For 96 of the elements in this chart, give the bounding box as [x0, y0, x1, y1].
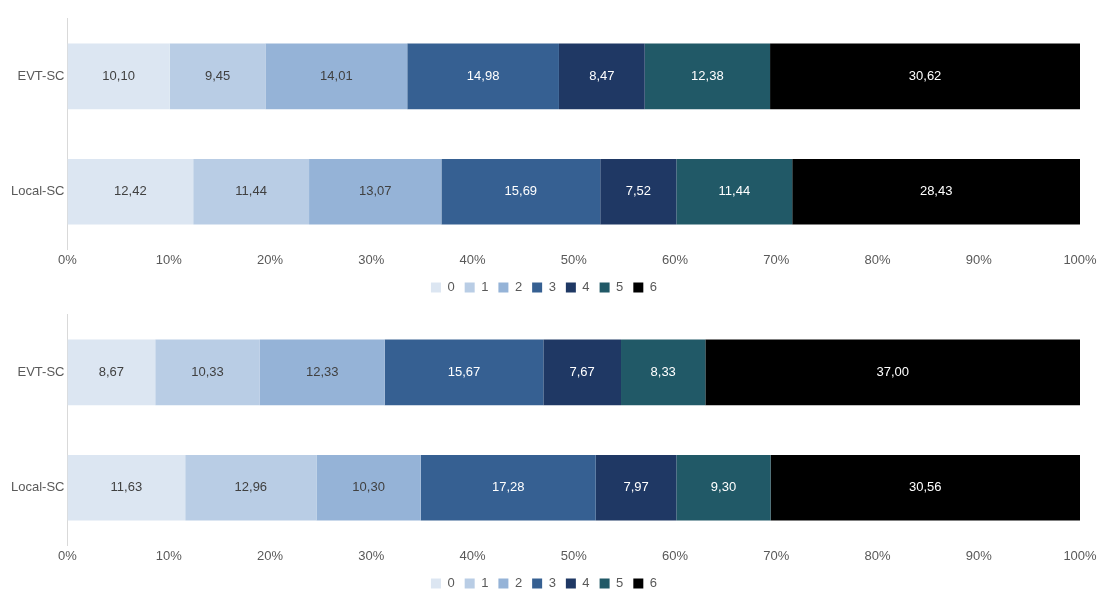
- x-tick-label: 90%: [965, 251, 993, 267]
- x-tick-label: 80%: [864, 251, 891, 267]
- bar: [67, 339, 156, 406]
- data-label: 7,97: [623, 479, 649, 495]
- legend-label: 1: [481, 575, 489, 591]
- data-label: 12,33: [306, 364, 339, 380]
- x-tick-label: 20%: [256, 251, 284, 267]
- bar: [441, 158, 601, 225]
- bar: [543, 339, 622, 406]
- y-tick-label: Local-SC: [11, 479, 65, 495]
- legend-label: 1: [481, 279, 489, 295]
- data-label: 17,28: [491, 479, 525, 495]
- bar: [595, 454, 677, 521]
- legend-label: 5: [616, 575, 624, 591]
- x-tick-label: 90%: [965, 547, 993, 563]
- data-label: 30,56: [909, 479, 942, 495]
- x-tick-label: 70%: [763, 547, 790, 563]
- x-tick-label: 50%: [560, 547, 588, 563]
- legend-label: 3: [548, 279, 556, 295]
- data-label: 12,96: [234, 479, 268, 495]
- bar: [309, 158, 442, 225]
- data-label: 13,07: [358, 183, 392, 199]
- bar: [770, 43, 1080, 110]
- legend-label: 2: [514, 279, 523, 295]
- x-tick-label: 60%: [661, 547, 689, 563]
- legend-label: 0: [447, 279, 455, 295]
- data-label: 11,44: [718, 183, 751, 199]
- bar: [384, 339, 544, 406]
- y-tick-label: EVT-SC: [17, 364, 65, 380]
- bar: [67, 43, 170, 110]
- x-tick-label: 50%: [560, 251, 588, 267]
- bar: [676, 454, 771, 521]
- x-tick-label: 30%: [358, 251, 385, 267]
- x-tick-label: 40%: [459, 547, 486, 563]
- data-label: 15,67: [447, 364, 481, 380]
- bar: [770, 454, 1080, 521]
- legend-label: 6: [649, 575, 658, 591]
- x-tick-label: 100%: [1063, 251, 1098, 267]
- data-label: 8,67: [98, 364, 125, 380]
- bar: [792, 158, 1080, 225]
- bar: [676, 158, 793, 225]
- legend-label: 2: [514, 575, 523, 591]
- legend-label: 4: [582, 575, 590, 591]
- legend-label: 6: [649, 279, 658, 295]
- data-label: 7,52: [625, 183, 651, 199]
- bar: [67, 454, 186, 521]
- bar: [155, 339, 260, 406]
- x-tick-label: 10%: [155, 547, 183, 563]
- data-label: 10,33: [191, 364, 224, 380]
- data-label: 8,33: [650, 364, 676, 380]
- x-tick-label: 20%: [256, 547, 284, 563]
- data-label: 11,44: [235, 183, 267, 199]
- bar: [644, 43, 771, 110]
- x-tick-label: 0%: [58, 547, 78, 563]
- x-tick-label: 60%: [661, 251, 689, 267]
- x-tick-label: 0%: [58, 251, 78, 267]
- bar: [407, 43, 559, 110]
- data-label: 28,43: [919, 183, 953, 199]
- data-label: 9,30: [710, 479, 737, 495]
- bar: [259, 339, 385, 406]
- legend-label: 5: [616, 279, 624, 295]
- bar: [169, 43, 266, 110]
- bar: [558, 43, 645, 110]
- data-label: 14,98: [466, 68, 500, 84]
- data-label: 8,47: [589, 68, 615, 84]
- legend-label: 0: [447, 575, 455, 591]
- bar: [705, 339, 1080, 406]
- y-tick-label: EVT-SC: [17, 68, 65, 84]
- bar: [420, 454, 596, 521]
- data-label: 30,62: [908, 68, 942, 84]
- x-tick-label: 80%: [864, 547, 891, 563]
- data-label: 15,69: [504, 183, 538, 199]
- bar: [185, 454, 317, 521]
- bar: [67, 158, 194, 225]
- data-label: 14,01: [320, 68, 353, 84]
- x-tick-label: 10%: [155, 251, 183, 267]
- x-tick-label: 70%: [763, 251, 790, 267]
- data-label: 10,10: [102, 68, 135, 84]
- x-tick-label: 40%: [459, 251, 486, 267]
- data-label: 9,45: [204, 68, 231, 84]
- bar: [316, 454, 421, 521]
- bar: [265, 43, 408, 110]
- y-tick-label: Local-SC: [11, 183, 65, 199]
- bar: [621, 339, 706, 406]
- legend-label: 3: [548, 575, 556, 591]
- legend-label: 4: [582, 279, 590, 295]
- data-label: 10,30: [352, 479, 385, 495]
- x-tick-label: 30%: [358, 547, 385, 563]
- data-label: 11,63: [110, 479, 143, 495]
- x-tick-label: 100%: [1063, 547, 1098, 563]
- data-label: 12,38: [691, 68, 724, 84]
- data-label: 12,42: [114, 183, 147, 199]
- bar: [600, 158, 677, 225]
- bar: [193, 158, 310, 225]
- data-label: 37,00: [876, 364, 909, 380]
- data-label: 7,67: [569, 364, 595, 380]
